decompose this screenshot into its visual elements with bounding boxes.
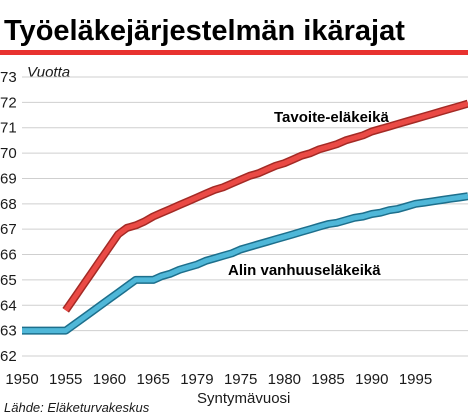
y-tick-label: 71 (0, 120, 17, 137)
x-tick-label: 1979 (180, 371, 213, 388)
y-tick-label: 73 (0, 69, 17, 86)
y-tick-label: 66 (0, 247, 17, 264)
y-tick-label: 70 (0, 145, 17, 162)
y-axis-label: Vuotta (27, 64, 70, 81)
title-rule (0, 50, 468, 55)
series-line-1 (22, 193, 468, 334)
x-tick-label: 1985 (311, 371, 344, 388)
series-lines (22, 99, 468, 335)
y-tick-label: 63 (0, 323, 17, 340)
x-axis-label: Syntymävuosi (197, 390, 290, 407)
y-tick-label: 62 (0, 348, 17, 365)
x-tick-label: 1950 (5, 371, 38, 388)
series-label-alin: Alin vanhuuseläkeikä (228, 262, 381, 279)
y-tick-label: 72 (0, 94, 17, 111)
source-note: Lähde: Eläketurvakeskus (4, 400, 150, 415)
x-tick-label: 1960 (93, 371, 126, 388)
chart-title: Työeläkejärjestelmän ikärajat (4, 15, 405, 47)
series-line-0 (63, 101, 468, 312)
x-tick-labels: 1950 1955 1960 1965 1979 1975 1980 1985 1990 1995 (5, 371, 432, 388)
x-tick-label: 1955 (49, 371, 82, 388)
y-tick-label: 69 (0, 170, 17, 187)
x-tick-label: 1980 (268, 371, 301, 388)
y-tick-label: 65 (0, 272, 17, 289)
x-tick-label: 1990 (355, 371, 388, 388)
y-tick-label: 67 (0, 221, 17, 238)
x-tick-label: 1975 (224, 371, 257, 388)
x-tick-label: 1995 (399, 371, 432, 388)
series-label-tavoite: Tavoite-eläkeikä (274, 109, 389, 126)
y-tick-labels: 62 63 64 65 66 67 68 69 70 71 72 73 (0, 69, 17, 365)
y-tick-label: 64 (0, 297, 17, 314)
y-tick-label: 68 (0, 196, 17, 213)
x-tick-label: 1965 (136, 371, 169, 388)
